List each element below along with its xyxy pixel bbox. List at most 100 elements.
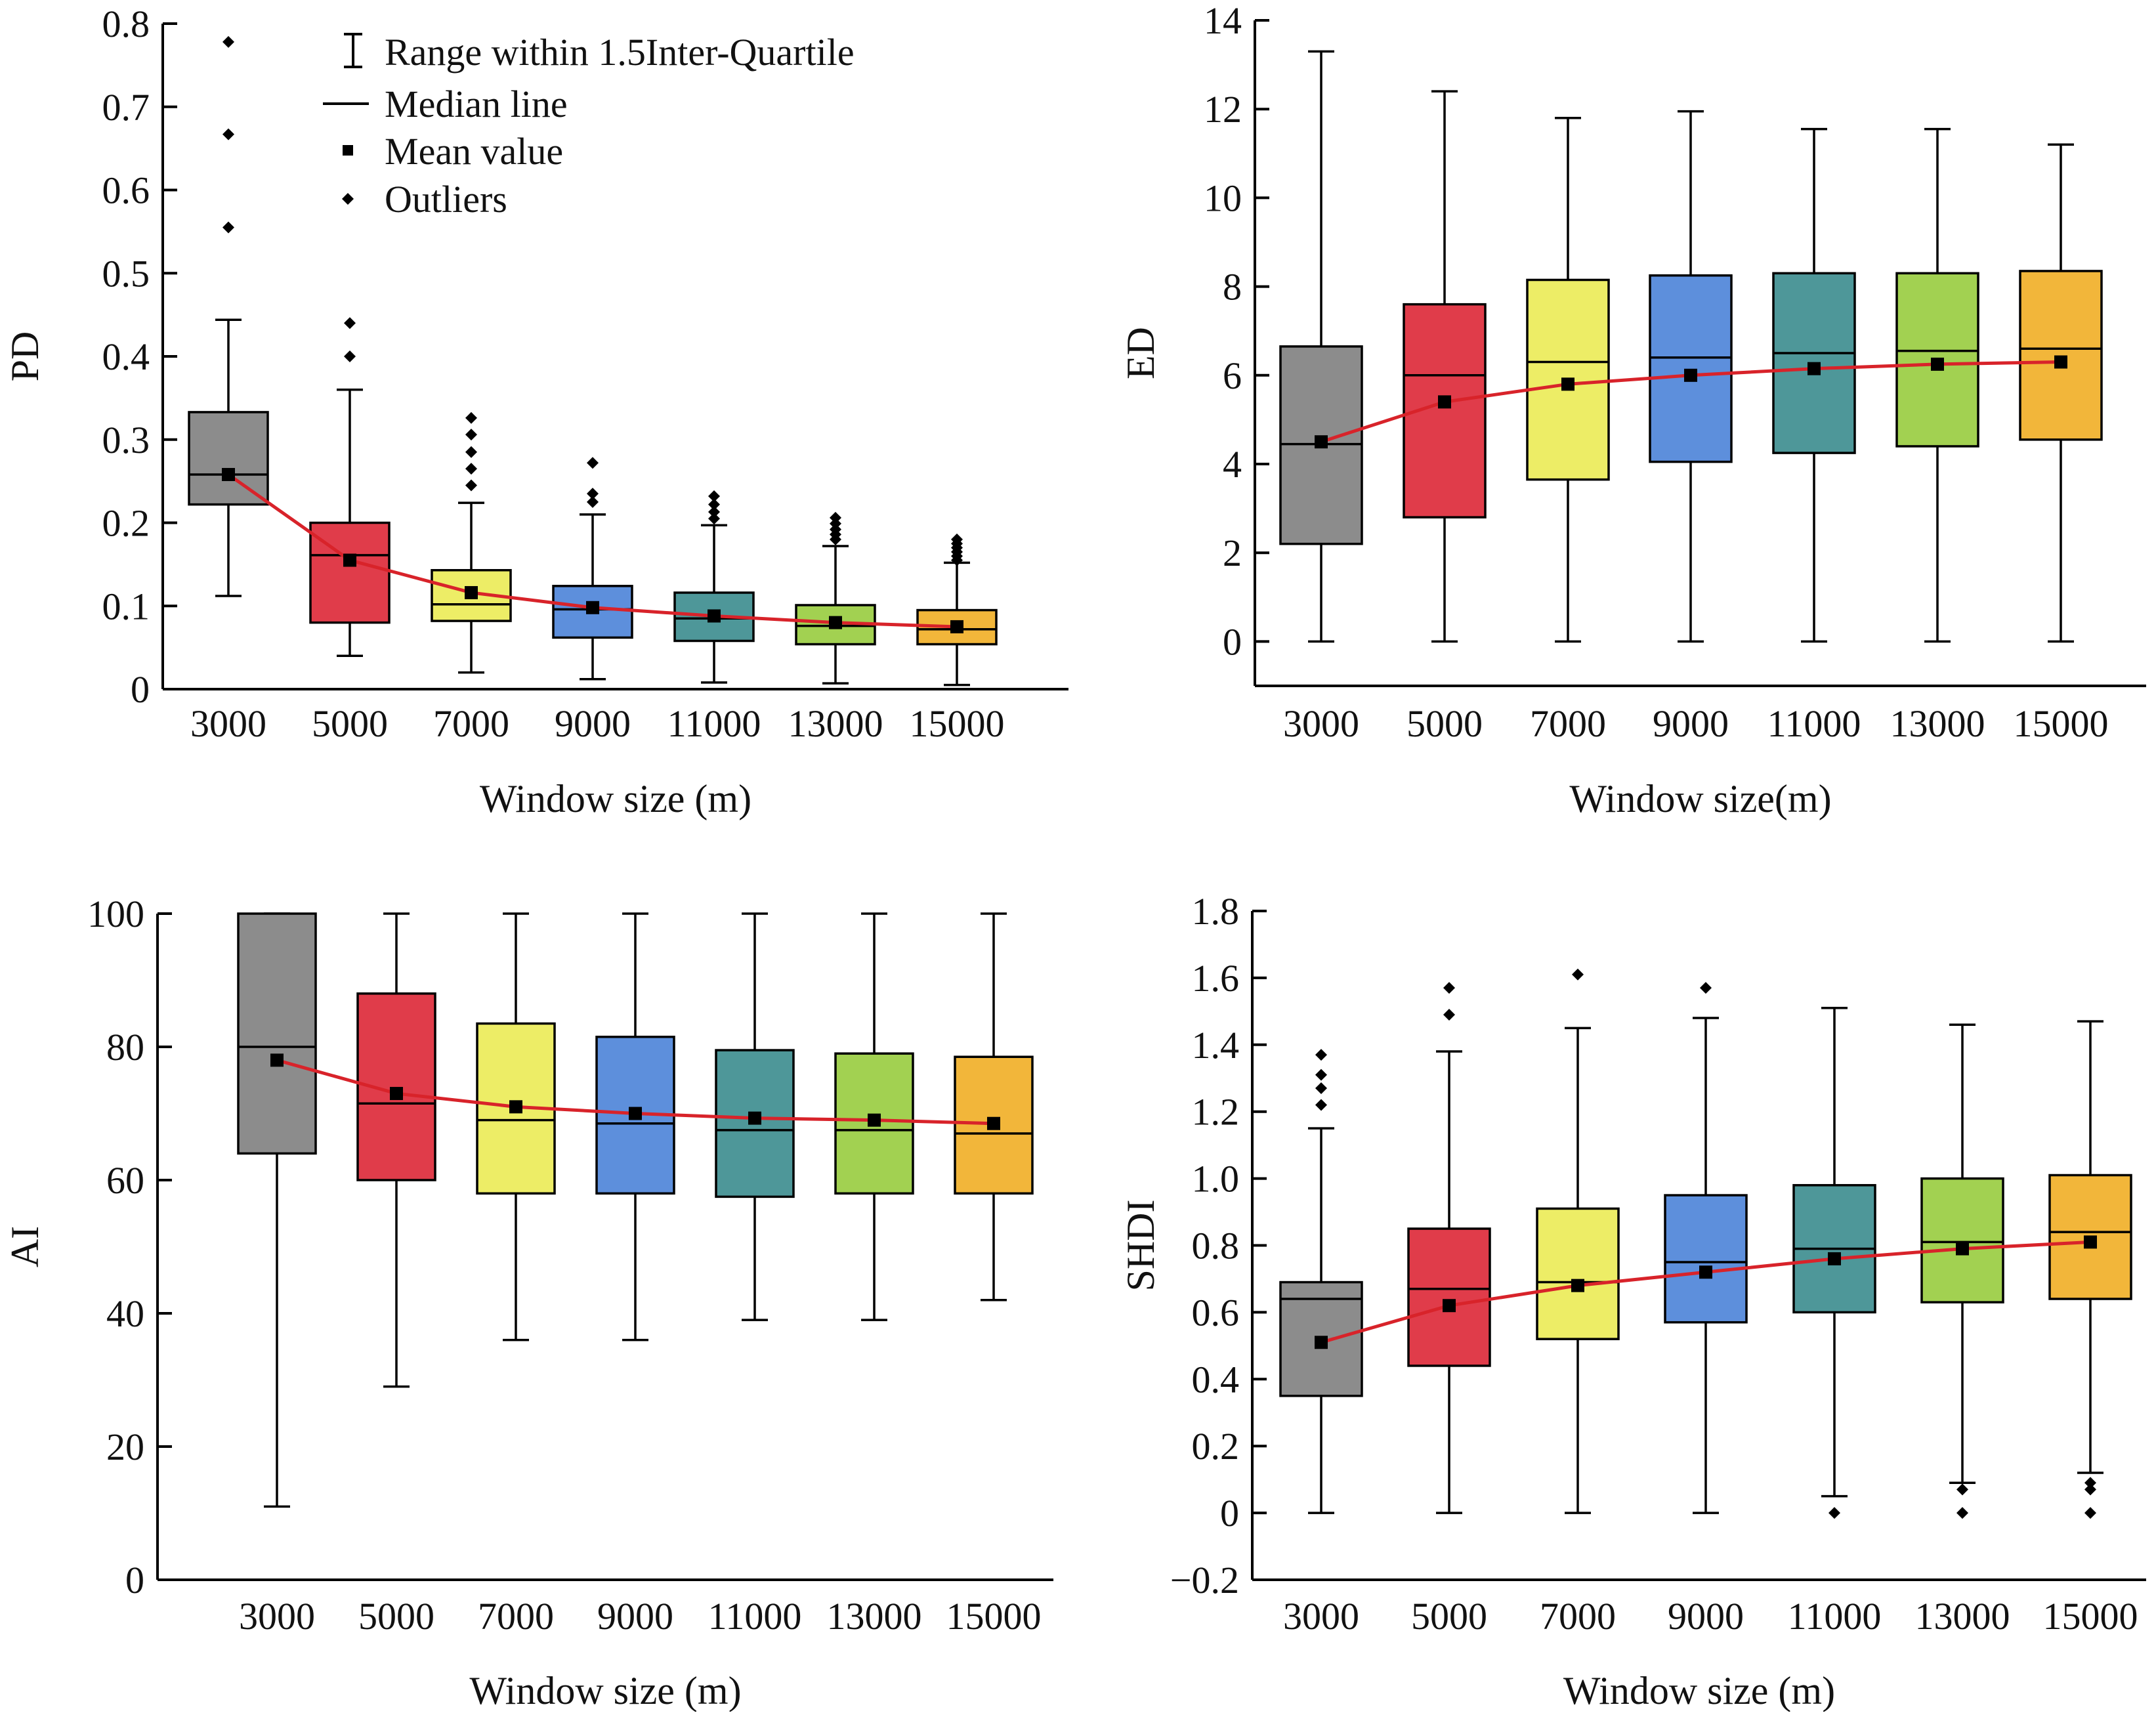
legend: Range within 1.5Inter-Quartile Median li… [323, 31, 855, 221]
pd-y-axis-title: PD [3, 331, 47, 382]
pd-x-tick-label: 11000 [667, 702, 761, 745]
outlier-point [587, 457, 599, 469]
pd-x-tick-label: 9000 [555, 702, 631, 745]
outlier-point [2084, 1477, 2096, 1489]
legend-mean-item: Mean value [343, 130, 563, 173]
shdi-x-tick-label: 15000 [2043, 1595, 2138, 1638]
ai-mean-point [390, 1087, 403, 1101]
shdi-mean-point [1443, 1299, 1456, 1313]
ai-y-tick-label: 20 [106, 1426, 144, 1468]
ed-y-axis-title: ED [1119, 327, 1162, 379]
ai-y-tick-label: 80 [106, 1026, 144, 1069]
pd-box-13000 [795, 511, 876, 685]
outlier-point [344, 317, 356, 329]
outlier-point [2084, 1507, 2096, 1519]
shdi-box-5000 [1407, 982, 1491, 1514]
ed-mean-point [1931, 357, 1944, 371]
legend-median-item: Median line [323, 83, 568, 125]
ed-x-axis-title: Window size(m) [1569, 777, 1831, 820]
outlier-point [465, 446, 477, 458]
outlier-point [708, 490, 720, 502]
pd-mean-point [343, 553, 356, 567]
pd-box-15000 [916, 533, 998, 687]
iqr-box [1664, 1194, 1748, 1324]
shdi-y-tick-label: 0.8 [1192, 1225, 1240, 1267]
legend-outliers-label: Outliers [385, 178, 507, 221]
outlier-point [1956, 1507, 1968, 1519]
shdi-y-tick-label: 1.8 [1192, 890, 1240, 933]
pd-box-3000 [188, 35, 269, 597]
ed-x-tick-label: 5000 [1406, 702, 1483, 745]
pd-mean-point [950, 620, 963, 633]
outlier-point [1315, 1099, 1327, 1111]
shdi-mean-point [1828, 1252, 1841, 1265]
ed-y-tick-label: 0 [1223, 620, 1242, 663]
ai-y-tick-label: 40 [106, 1292, 144, 1335]
pd-x-tick-label: 7000 [433, 702, 509, 745]
legend-outlier-icon [342, 193, 354, 205]
shdi-box-9000 [1664, 982, 1748, 1514]
pd-y-tick-label: 0.1 [102, 585, 150, 627]
outlier-point [1572, 968, 1584, 981]
shdi-x-tick-label: 13000 [1915, 1595, 2010, 1638]
legend-mean-label: Mean value [385, 130, 563, 173]
pd-x-tick-label: 13000 [788, 702, 883, 745]
pd-y-tick-label: 0.3 [102, 419, 150, 461]
ed-mean-point [1561, 377, 1575, 391]
ai-y-axis-title: AI [3, 1226, 47, 1267]
iqr-box [1920, 1177, 2004, 1303]
legend-outliers-item: Outliers [342, 178, 507, 221]
shdi-box-11000 [1792, 1007, 1876, 1519]
ed-y-tick-label: 6 [1223, 354, 1242, 397]
outlier-point [708, 506, 720, 519]
shdi-mean-point [1699, 1265, 1712, 1279]
outlier-point [222, 221, 234, 234]
pd-x-tick-label: 15000 [910, 702, 1005, 745]
legend-range-label: Range within 1.5Inter-Quartile [385, 31, 855, 74]
ai-box-15000 [954, 912, 1034, 1302]
pd-y-tick-label: 0.4 [102, 335, 150, 378]
pd-mean-point [222, 467, 235, 481]
ai-x-tick-label: 11000 [708, 1595, 802, 1638]
ed-mean-point [2054, 355, 2067, 369]
ai-mean-point [868, 1113, 881, 1127]
pd-y-tick-label: 0 [131, 668, 150, 711]
ed-x-tick-label: 11000 [1767, 702, 1861, 745]
shdi-x-tick-label: 5000 [1411, 1595, 1487, 1638]
pd-mean-point [586, 601, 599, 614]
iqr-box [1536, 1207, 1620, 1340]
outlier-point [830, 511, 841, 524]
outlier-point [1315, 1069, 1327, 1081]
outlier-point [465, 463, 477, 475]
legend-range-item: Range within 1.5Inter-Quartile [344, 31, 855, 74]
pd-box-11000 [673, 490, 755, 684]
pd-x-tick-label: 3000 [190, 702, 266, 745]
pd-mean-point [465, 585, 478, 599]
ed-y-tick-label: 8 [1223, 266, 1242, 308]
ed-y-tick-label: 14 [1204, 0, 1242, 42]
shdi-box-7000 [1536, 968, 1620, 1514]
iqr-box [1649, 274, 1733, 463]
outlier-point [222, 35, 234, 48]
outlier-point [1956, 1483, 1968, 1496]
pd-x-axis-title: Window size (m) [480, 777, 751, 820]
shdi-x-tick-label: 11000 [1788, 1595, 1882, 1638]
ai-box-5000 [356, 912, 436, 1388]
ai-chart: 0 20 40 60 80 100 3000 5000 7000 9000 11000 13000 15… [3, 893, 1053, 1712]
shdi-y-tick-label: 0.2 [1192, 1425, 1240, 1468]
ed-x-tick-label: 15000 [2014, 702, 2109, 745]
shdi-y-tick-label: 1.4 [1192, 1024, 1240, 1067]
pd-y-tick-label: 0.7 [102, 86, 150, 129]
shdi-box-13000 [1920, 1023, 2004, 1519]
ed-x-tick-label: 13000 [1890, 702, 1985, 745]
ai-box-7000 [476, 912, 556, 1342]
legend-mean-icon [343, 145, 353, 156]
outlier-point [1700, 982, 1712, 994]
ai-y-tick-label: 60 [106, 1159, 144, 1202]
ed-box-9000 [1649, 110, 1733, 643]
shdi-mean-point [1956, 1242, 1969, 1256]
outlier-point [2084, 1483, 2096, 1496]
outlier-point [1828, 1507, 1840, 1519]
outlier-point [465, 412, 477, 424]
